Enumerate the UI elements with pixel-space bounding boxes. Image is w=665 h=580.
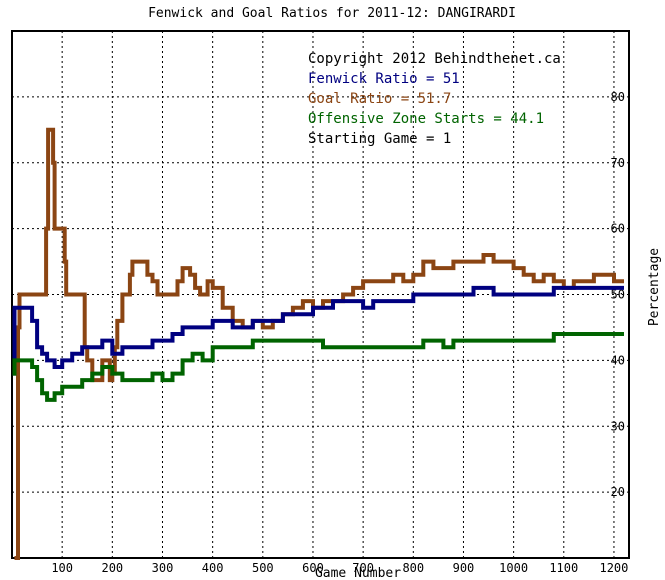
legend-entry: Fenwick Ratio = 51 (308, 71, 460, 87)
x-tick-label: 400 (202, 561, 224, 575)
x-tick-label: 700 (352, 561, 374, 575)
y-tick-label: 80 (611, 90, 625, 104)
legend-entry: Offensive Zone Starts = 44.1 (308, 111, 544, 127)
legend: Copyright 2012 Behindthenet.ca Fenwick Ra… (308, 51, 561, 147)
legend-entry: Copyright 2012 Behindthenet.ca (308, 51, 561, 67)
y-tick-label: 70 (611, 156, 625, 170)
y-tick-label: 60 (611, 222, 625, 236)
y-tick-label: 40 (611, 353, 625, 367)
x-tick-label: 1100 (549, 561, 578, 575)
y-axis-label: Percentage (647, 248, 662, 326)
y-tick-label: 20 (611, 485, 625, 499)
x-tick-label: 900 (453, 561, 475, 575)
x-tick-label: 200 (101, 561, 123, 575)
x-tick-label: 600 (302, 561, 324, 575)
legend-entry: Goal Ratio = 51.7 (308, 91, 451, 107)
x-tick-label: 1000 (499, 561, 528, 575)
x-tick-label: 500 (252, 561, 274, 575)
x-tick-label: 300 (152, 561, 174, 575)
series-line-ozs (12, 332, 624, 402)
x-tick-label: 800 (402, 561, 424, 575)
tick-labels: 100 200 300 400 500 600 700 800 900 1000 1100 1200 2… (51, 90, 628, 575)
x-axis-label: Game Number (315, 566, 401, 580)
chart-title: Fenwick and Goal Ratios for 2011-12: DAN… (148, 6, 516, 21)
x-tick-label: 1200 (599, 561, 628, 575)
y-tick-label: 30 (611, 419, 625, 433)
y-tick-label: 50 (611, 288, 625, 302)
legend-entry: Starting Game = 1 (308, 131, 451, 147)
x-tick-label: 100 (51, 561, 73, 575)
series-layer (12, 127, 624, 560)
series-line-fenwick (12, 285, 624, 376)
series-line-goal (14, 127, 624, 560)
